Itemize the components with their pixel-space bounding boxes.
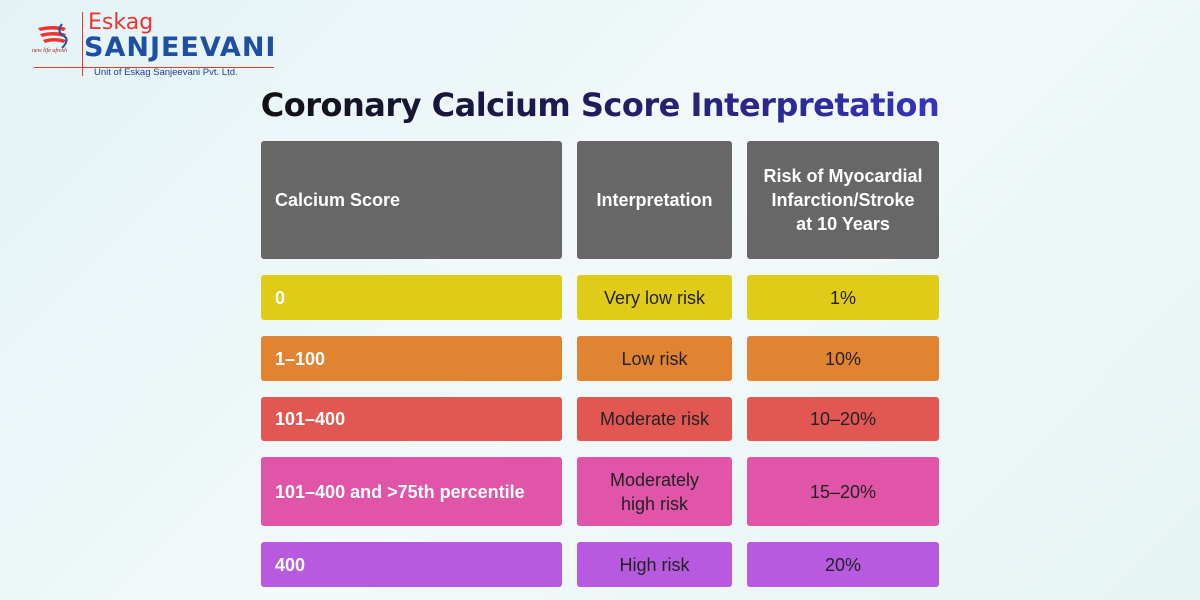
logo-brand-top: Eskag (88, 10, 154, 35)
logo-subtitle: Unit of Eskag Sanjeevani Pvt. Ltd. (94, 67, 238, 78)
interpretation-cell: Moderate risk (577, 397, 732, 441)
risk-cell: 10–20% (747, 397, 939, 441)
interpretation-cell: High risk (577, 542, 732, 587)
risk-cell: 1% (747, 275, 939, 320)
interpretation-cell: Moderately high risk (577, 457, 732, 526)
header-interpretation: Interpretation (577, 141, 732, 259)
logo-brand-main: SANJEEVANI (84, 32, 277, 63)
risk-cell: 15–20% (747, 457, 939, 526)
score-cell: 1–100 (261, 336, 562, 381)
logo: new life afresh Eskag SANJEEVANI Unit of… (30, 10, 277, 80)
score-cell: 0 (261, 275, 562, 320)
header-risk: Risk of Myocardial Infarction/Stroke at … (747, 141, 939, 259)
logo-tagline: new life afresh (32, 48, 68, 54)
header-calcium-score: Calcium Score (261, 141, 562, 259)
interpretation-cell: Low risk (577, 336, 732, 381)
risk-cell: 20% (747, 542, 939, 587)
score-cell: 101–400 (261, 397, 562, 441)
score-cell: 400 (261, 542, 562, 587)
wings-logo-icon (38, 23, 68, 49)
score-cell: 101–400 and >75th percentile (261, 457, 562, 526)
risk-cell: 10% (747, 336, 939, 381)
interpretation-cell: Very low risk (577, 275, 732, 320)
page-title: Coronary Calcium Score Interpretation (260, 86, 940, 124)
